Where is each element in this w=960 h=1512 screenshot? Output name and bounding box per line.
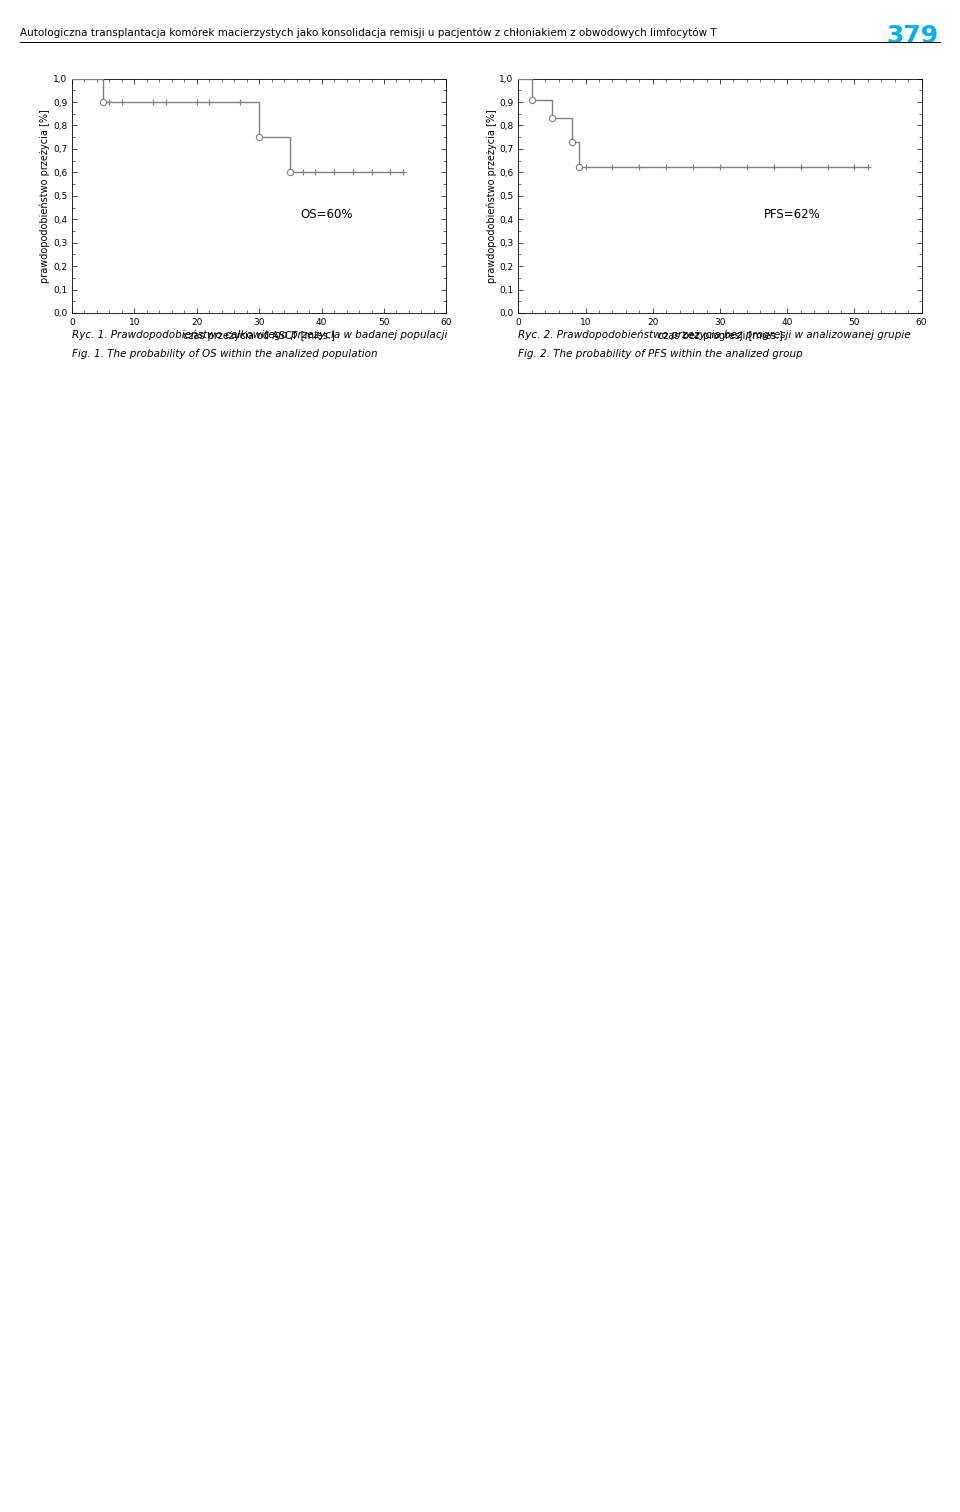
Text: Fig. 1. The probability of OS within the analized population: Fig. 1. The probability of OS within the…	[72, 349, 377, 360]
Text: OS=60%: OS=60%	[300, 209, 353, 221]
Text: Ryc. 1. Prawdopodobieństwo całkowitego przeżycia w badanej populacji: Ryc. 1. Prawdopodobieństwo całkowitego p…	[72, 330, 447, 340]
Text: 379: 379	[887, 24, 939, 48]
Text: Ryc. 2. Prawdopodobieństwo przeżycia bez progresji w analizowanej grupie: Ryc. 2. Prawdopodobieństwo przeżycia bez…	[518, 330, 911, 340]
Text: Fig. 2. The probability of PFS within the analized group: Fig. 2. The probability of PFS within th…	[518, 349, 804, 360]
Text: Autologiczna transplantacja komórek macierzystych jako konsolidacja remisji u pa: Autologiczna transplantacja komórek maci…	[20, 27, 717, 38]
Y-axis label: prawdopodobieństwo przeżycia [%]: prawdopodobieństwo przeżycia [%]	[486, 109, 496, 283]
X-axis label: czas przeżycia od ASCT [mies.]: czas przeżycia od ASCT [mies.]	[183, 331, 335, 342]
X-axis label: czas bez progresji [mies.]: czas bez progresji [mies.]	[658, 331, 782, 342]
Text: PFS=62%: PFS=62%	[764, 209, 821, 221]
Y-axis label: prawdopodobieństwo przeżycia [%]: prawdopodobieństwo przeżycia [%]	[39, 109, 50, 283]
